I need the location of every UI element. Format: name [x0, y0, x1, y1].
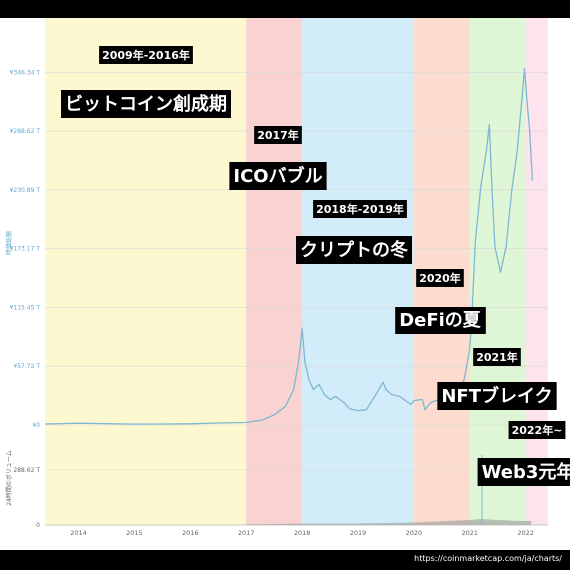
annotation-year-box: [473, 348, 521, 366]
annotation-title: NFTブレイク: [441, 385, 552, 407]
y-tick-label: ¥288.62 T: [10, 128, 41, 135]
x-tick-label: 2021: [461, 529, 478, 537]
annotation-title: ビットコイン創成期: [65, 93, 227, 115]
annotation-year: 2020年: [419, 271, 461, 285]
y-tick-label: ¥346.34 T: [10, 69, 41, 76]
annotation-year-box: [508, 421, 566, 439]
annotation-title-box: [296, 236, 412, 264]
x-tick-label: 2016: [182, 529, 199, 537]
x-tick-label: 2014: [70, 529, 87, 537]
annotation-year-box: [416, 269, 464, 287]
x-tick-label: 2019: [350, 529, 367, 537]
volume-axis-title: 24時間のボリューム: [5, 450, 13, 505]
annotation-year-box: [313, 200, 407, 218]
era-band-1: [246, 18, 303, 525]
annotation-year: 2021年: [476, 350, 518, 364]
chart-frame: ¥0 ¥57.72 T ¥115.45 T ¥173.17 T ¥230.89 T ¥28…: [0, 18, 570, 550]
x-tick-label: 2017: [238, 529, 255, 537]
y-tick-label: ¥173.17 T: [10, 246, 41, 253]
annotation-year: 2009年-2016年: [102, 48, 190, 62]
annotation-4: 2021年 NFTブレイク: [437, 348, 557, 410]
series-line-0: [44, 67, 534, 425]
market-cap-chart: ¥0 ¥57.72 T ¥115.45 T ¥173.17 T ¥230.89 T ¥28…: [5, 18, 570, 537]
era-band-2: [302, 18, 414, 525]
annotation-title-box: [395, 307, 486, 334]
source-url[interactable]: https://coinmarketcap.com/ja/charts/: [414, 554, 562, 563]
x-tick-label: 2022: [517, 529, 534, 537]
annotation-1: 2017年 ICOバブル: [229, 126, 327, 190]
annotation-title-box: [477, 458, 570, 486]
annotation-3: 2020年 DeFiの夏: [395, 269, 486, 334]
annotation-title-box: [437, 382, 557, 410]
x-tick-label: 2018: [294, 529, 311, 537]
annotation-title: Web3元年: [482, 461, 570, 483]
annotation-title: DeFiの夏: [399, 310, 482, 331]
x-axis: 2014 2015 2016 2017 2018 2019 2020 2021 2022: [45, 524, 548, 537]
x-tick-label: 2015: [126, 529, 143, 537]
annotation-year-box: [99, 46, 193, 64]
volume-fill: [246, 519, 532, 525]
y-tick-label: ¥230.89 T: [10, 187, 41, 194]
volume-tick-label: 288.62 T: [13, 467, 40, 474]
annotation-year-box: [254, 126, 302, 144]
y-tick-label: ¥0: [32, 422, 40, 429]
y-axis: ¥0 ¥57.72 T ¥115.45 T ¥173.17 T ¥230.89 T ¥28…: [10, 69, 41, 529]
series-line: [44, 67, 534, 425]
annotation-5: 2022年~ Web3元年: [477, 421, 570, 486]
era-band-5: [525, 18, 548, 525]
annotation-year: 2017年: [257, 128, 299, 142]
annotation-year: 2022年~: [512, 423, 563, 437]
era-band-4: [469, 18, 526, 525]
y-axis-title: 時価総額: [5, 231, 13, 255]
annotation-title-box: [61, 90, 231, 118]
annotation-title-box: [229, 162, 327, 190]
y-tick-label: ¥57.72 T: [13, 363, 40, 370]
y-tick-label: ¥115.45 T: [10, 304, 41, 311]
annotation-year: 2018年-2019年: [316, 202, 404, 216]
annotation-title: クリプトの冬: [300, 239, 408, 261]
x-tick-label: 2020: [406, 529, 423, 537]
annotation-title: ICOバブル: [233, 165, 322, 187]
volume-tick-label: 0: [36, 522, 40, 529]
